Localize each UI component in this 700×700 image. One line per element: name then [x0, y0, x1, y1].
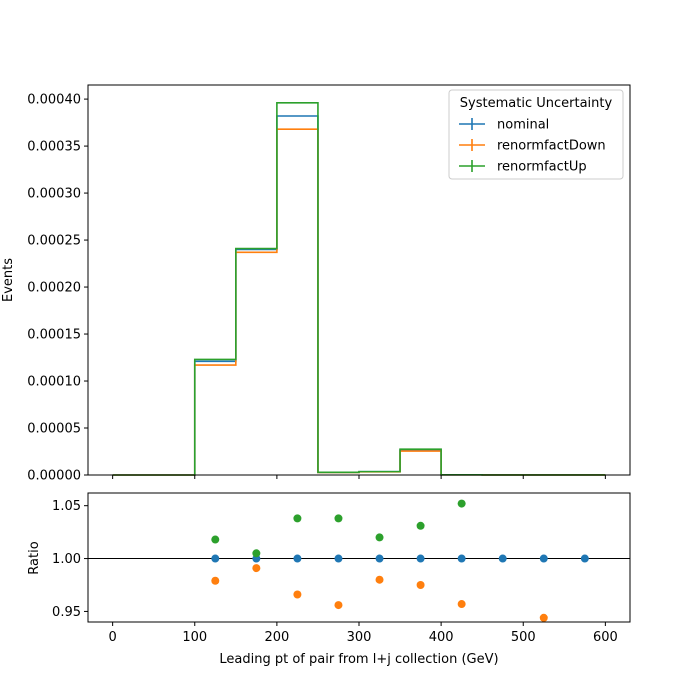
main-y-tick-label: 0.00000: [27, 469, 81, 484]
ratio-panel: 0 100 200 300 400 500 600 0.95 1.00 1.05 Ratio L…: [27, 492, 631, 667]
main-y-tick-label: 0.00040: [27, 93, 81, 108]
ratio-point-nominal: [457, 554, 466, 563]
ratio-points-group: [211, 499, 589, 622]
ratio-point-renormfactUp: [416, 521, 425, 530]
legend-label-renormfactUp: renormfactUp: [497, 160, 587, 175]
ratio-x-ticks: 0 100 200 300 400 500 600: [108, 622, 618, 645]
ratio-y-tick-label: 1.05: [52, 499, 81, 514]
ratio-point-nominal: [539, 554, 548, 563]
main-histogram-panel: 0.00000 0.00005 0.00010 0.00015 0.00020 0.000…: [1, 84, 631, 484]
ratio-point-nominal: [334, 554, 343, 563]
ratio-point-renormfactUp: [334, 514, 343, 523]
ratio-x-axis-label: Leading pt of pair from l+j collection (…: [219, 652, 498, 667]
ratio-point-renormfactUp: [252, 549, 261, 558]
ratio-y-ticks: 0.95 1.00 1.05: [52, 499, 88, 620]
main-y-tick-label: 0.00035: [27, 140, 81, 155]
legend-label-nominal: nominal: [497, 118, 549, 133]
ratio-x-tick-label: 300: [347, 630, 372, 645]
ratio-point-nominal: [293, 554, 302, 563]
legend-label-renormfactDown: renormfactDown: [497, 139, 606, 154]
main-x-ticks: [112, 475, 606, 479]
ratio-point-renormfactUp: [375, 533, 384, 542]
ratio-point-renormfactUp: [211, 535, 220, 544]
ratio-point-nominal: [375, 554, 384, 563]
ratio-x-tick-label: 600: [593, 630, 618, 645]
ratio-y-axis-label: Ratio: [27, 541, 42, 574]
ratio-point-nominal: [580, 554, 589, 563]
main-y-tick-label: 0.00010: [27, 375, 81, 390]
ratio-y-tick-label: 1.00: [52, 552, 81, 567]
ratio-x-tick-label: 0: [108, 630, 116, 645]
ratio-point-renormfactUp: [457, 499, 466, 508]
ratio-point-renormfactDown: [252, 564, 261, 573]
ratio-point-nominal: [498, 554, 507, 563]
ratio-point-renormfactDown: [457, 600, 466, 609]
main-y-tick-label: 0.00015: [27, 328, 81, 343]
main-y-tick-label: 0.00025: [27, 234, 81, 249]
ratio-point-nominal: [416, 554, 425, 563]
ratio-point-renormfactDown: [334, 601, 343, 610]
legend-box: [448, 89, 624, 180]
main-y-axis-label: Events: [1, 258, 16, 302]
legend-entries: nominal renormfactDown renormfactUp: [459, 118, 606, 175]
ratio-y-tick-label: 0.95: [52, 605, 81, 620]
ratio-point-renormfactUp: [293, 514, 302, 523]
ratio-point-renormfactDown: [211, 576, 220, 585]
legend-title: Systematic Uncertainty: [460, 96, 613, 111]
ratio-point-nominal: [211, 554, 220, 563]
ratio-point-renormfactDown: [375, 575, 384, 584]
main-y-ticks: 0.00000 0.00005 0.00010 0.00015 0.00020 0.000…: [27, 93, 88, 484]
ratio-x-tick-label: 100: [182, 630, 207, 645]
ratio-x-tick-label: 200: [264, 630, 289, 645]
ratio-x-tick-label: 500: [511, 630, 536, 645]
legend: Systematic Uncertainty nominal renormfact…: [448, 89, 624, 180]
ratio-point-renormfactDown: [416, 580, 425, 589]
main-y-tick-label: 0.00020: [27, 281, 81, 296]
ratio-x-tick-label: 400: [429, 630, 454, 645]
main-y-tick-label: 0.00005: [27, 422, 81, 437]
ratio-point-renormfactDown: [293, 590, 302, 599]
ratio-point-renormfactDown: [539, 613, 548, 622]
main-y-tick-label: 0.00030: [27, 187, 81, 202]
